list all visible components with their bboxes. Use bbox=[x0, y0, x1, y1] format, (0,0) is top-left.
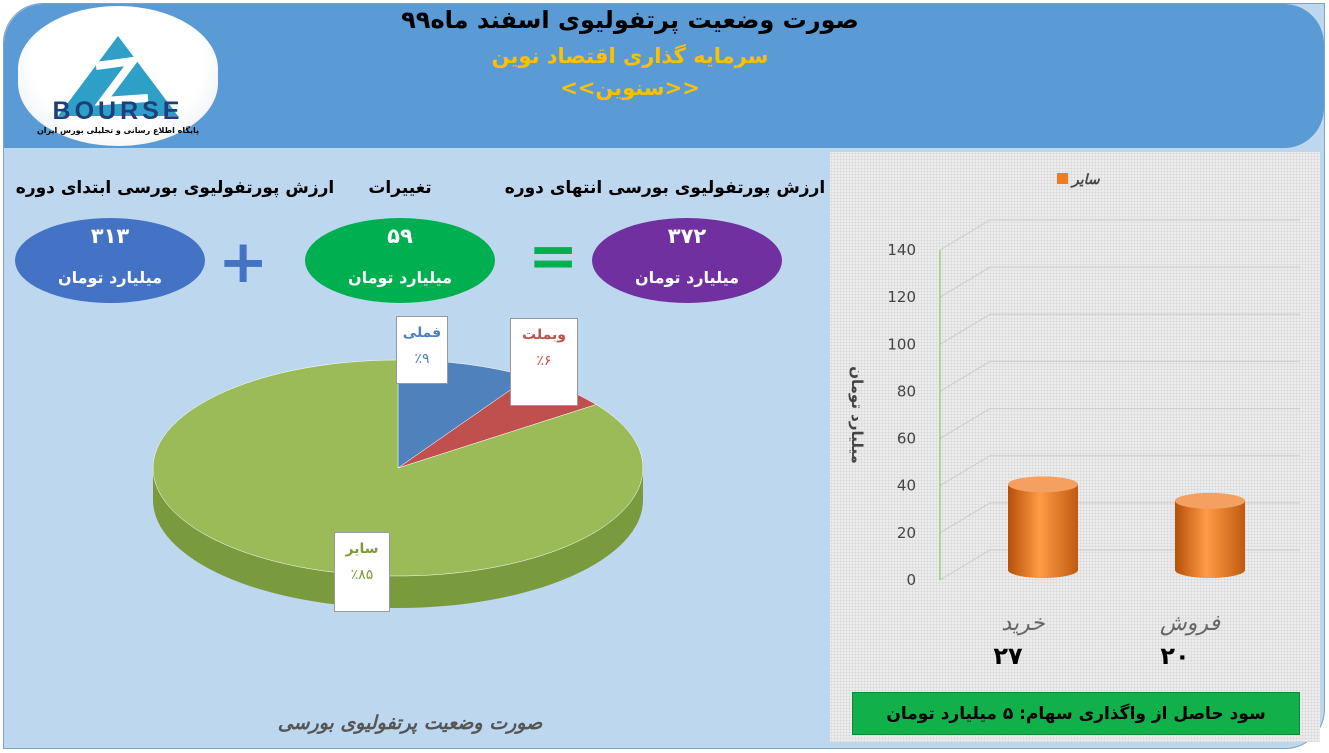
bar-chart-panel bbox=[830, 152, 1320, 742]
pie-label-value: ٪۶ bbox=[536, 353, 552, 369]
pie-side bbox=[153, 468, 643, 608]
svg-text:BOURSE: BOURSE bbox=[53, 97, 184, 125]
legend-swatch bbox=[1057, 173, 1068, 184]
bar-value-label: ۲۷ bbox=[993, 642, 1023, 670]
start-label: ارزش پورتفولیوی بورسی ابتدای دوره bbox=[15, 178, 335, 198]
change-value: ۵۹ bbox=[387, 224, 413, 248]
start-value: ۳۱۳ bbox=[90, 224, 130, 248]
gridline bbox=[939, 549, 1300, 581]
y-tick-label: 80 bbox=[897, 382, 916, 400]
legend-label: سایر bbox=[1070, 172, 1101, 188]
pie-label-value: ٪۸۵ bbox=[350, 567, 374, 583]
start-value-oval: ۳۱۳ میلیارد تومان bbox=[15, 218, 205, 303]
pie-title: صورت وضعیت پرتفولیوی بورسی bbox=[277, 712, 543, 734]
pie-label: وبملت ٪۶ bbox=[510, 318, 578, 406]
change-unit: میلیارد تومان bbox=[347, 268, 453, 287]
gridline bbox=[939, 360, 1300, 392]
pie-label: سایر ٪۸۵ bbox=[334, 532, 390, 612]
y-tick-label: 140 bbox=[887, 241, 916, 259]
y-tick-label: 100 bbox=[887, 335, 916, 353]
end-value: ۳۷۲ bbox=[667, 224, 707, 248]
x-tick-label: خرید bbox=[1001, 611, 1045, 636]
bar-0 bbox=[1008, 484, 1078, 578]
gridline bbox=[939, 455, 1300, 487]
gridline bbox=[939, 313, 1300, 345]
pie-label-name: فملی bbox=[402, 325, 442, 341]
bourse-logo: BOURSE پایگاه اطلاع رسانی و تحلیلی بورس … bbox=[18, 6, 218, 146]
logo-triangle-icon: BOURSE پایگاه اطلاع رسانی و تحلیلی بورس … bbox=[37, 36, 199, 136]
y-tick-label: 60 bbox=[897, 430, 916, 448]
start-unit: میلیارد تومان bbox=[57, 268, 163, 287]
pie-label-name: سایر bbox=[345, 541, 379, 557]
change-value-oval: ۵۹ میلیارد تومان bbox=[305, 218, 495, 303]
symbol: <<سنوین>> bbox=[560, 76, 700, 100]
y-tick-label: 20 bbox=[897, 524, 916, 542]
x-tick-label: فروش bbox=[1160, 611, 1221, 636]
pie-label-value: ٪۹ bbox=[414, 351, 430, 367]
equals-icon: = bbox=[528, 221, 579, 291]
pie-slice-2 bbox=[152, 359, 644, 577]
change-label: تغییرات bbox=[368, 178, 432, 198]
y-tick-label: 120 bbox=[887, 288, 916, 306]
company-name: سرمایه گذاری اقتصاد نوین bbox=[491, 44, 769, 68]
y-axis-label: میلیارد تومان bbox=[848, 366, 866, 464]
bar-top-0 bbox=[1008, 476, 1078, 493]
page-title: صورت وضعیت پرتفولیوی اسفند ماه۹۹ bbox=[401, 6, 859, 34]
end-unit: میلیارد تومان bbox=[634, 268, 740, 287]
end-value-oval: ۳۷۲ میلیارد تومان bbox=[592, 218, 782, 303]
bar-value-label: ۲۰ bbox=[1160, 642, 1189, 670]
profit-banner: سود حاصل از واگذاری سهام: ۵ میلیارد توما… bbox=[852, 692, 1300, 735]
bar-1 bbox=[1175, 500, 1245, 578]
svg-text:پایگاه اطلاع رسانی و تحلیلی بو: پایگاه اطلاع رسانی و تحلیلی بورس ایران bbox=[37, 125, 199, 136]
gridline bbox=[939, 266, 1300, 298]
gridline bbox=[939, 408, 1300, 440]
header-band bbox=[4, 4, 1324, 148]
pie-label-name: وبملت bbox=[522, 327, 566, 343]
gridline bbox=[939, 502, 1300, 534]
pie-label: فملی ٪۹ bbox=[396, 316, 448, 384]
end-label: ارزش پورتفولیوی بورسی انتهای دوره bbox=[504, 178, 826, 198]
gridline bbox=[939, 219, 1300, 251]
plus-icon: + bbox=[218, 227, 269, 297]
bar-top-1 bbox=[1175, 492, 1245, 509]
y-tick-label: 40 bbox=[897, 477, 916, 495]
y-tick-label: 0 bbox=[906, 571, 916, 589]
